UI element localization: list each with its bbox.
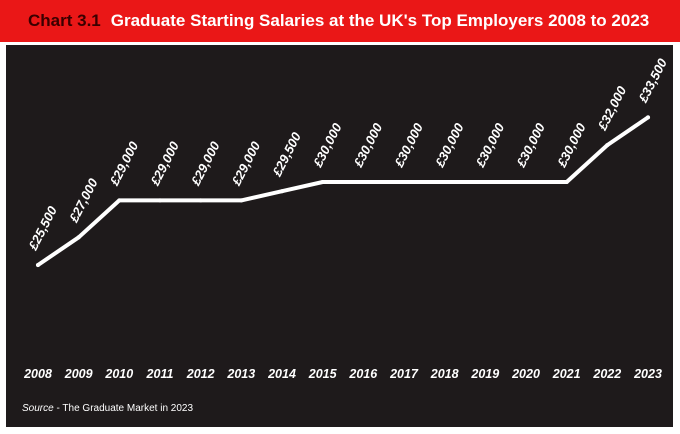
- salary-series-line: [36, 115, 650, 267]
- data-label-2023: £33,500: [635, 55, 671, 105]
- x-tick-label-2016: 2016: [348, 367, 378, 381]
- data-label-2008: £25,500: [25, 203, 61, 253]
- source-note: Source - The Graduate Market in 2023: [22, 403, 193, 414]
- data-point-2008: [36, 263, 40, 267]
- data-point-2016: [361, 180, 366, 184]
- chart-panel: £25,500 £27,000 £29,000 £29,000 £29,000 £29,0…: [6, 45, 673, 427]
- data-point-2019: [483, 180, 488, 184]
- x-tick-label-2013: 2013: [226, 367, 255, 381]
- x-tick-label-2019: 2019: [470, 367, 499, 381]
- data-point-2011: [158, 198, 162, 203]
- data-label-2020: £30,000: [513, 120, 549, 170]
- data-label-2022: £32,000: [594, 83, 630, 133]
- data-point-2009: [76, 235, 81, 240]
- data-label-2016: £30,000: [350, 120, 386, 170]
- x-tick-label-2021: 2021: [552, 367, 581, 381]
- x-tick-label-2008: 2008: [23, 367, 52, 381]
- x-tick-label-2014: 2014: [267, 367, 296, 381]
- source-label: Source: [22, 403, 54, 414]
- data-label-2011: £29,000: [147, 138, 183, 188]
- data-point-2014: [280, 189, 284, 194]
- data-point-2022: [605, 143, 610, 148]
- chart-number: Chart 3.1: [28, 11, 101, 30]
- data-label-2012: £29,000: [188, 138, 224, 188]
- data-point-2021: [564, 180, 569, 184]
- data-label-2021: £30,000: [554, 120, 590, 170]
- chart-header: Chart 3.1 Graduate Starting Salaries at …: [0, 0, 680, 42]
- source-text: The Graduate Market in 2023: [62, 403, 194, 414]
- data-label-2013: £29,000: [228, 138, 264, 188]
- source-separator: -: [53, 403, 63, 414]
- x-tick-label-2011: 2011: [146, 367, 174, 381]
- data-point-2013: [239, 198, 244, 203]
- x-tick-label-2017: 2017: [389, 367, 419, 381]
- x-tick-label-2022: 2022: [592, 367, 621, 381]
- x-tick-label-2015: 2015: [308, 367, 338, 381]
- x-tick-label-2020: 2020: [511, 367, 540, 381]
- x-tick-label-2009: 2009: [64, 367, 93, 381]
- data-label-2015: £30,000: [310, 120, 346, 170]
- salary-line-chart: £25,500£27,000£29,000 £29,000 £29,000 £29,0…: [23, 55, 671, 381]
- data-label-2010: £29,000: [106, 138, 142, 188]
- data-point-2015: [320, 180, 325, 184]
- data-label-2019: £30,000: [472, 120, 508, 170]
- chart-title: Graduate Starting Salaries at the UK's T…: [110, 11, 650, 30]
- x-tick-label-2010: 2010: [104, 367, 133, 381]
- data-point-2020: [524, 180, 528, 184]
- data-point-2012: [198, 198, 203, 203]
- data-label-2014: £29,500: [269, 129, 305, 179]
- data-label-2018: £30,000: [432, 120, 468, 170]
- data-label-2017: £30,000: [391, 120, 427, 170]
- data-label-2009: £27,000: [66, 175, 102, 225]
- x-tick-label-2012: 2012: [186, 367, 215, 381]
- data-point-2017: [402, 180, 406, 184]
- data-point-2023: [646, 115, 650, 120]
- x-tick-label-2023: 2023: [633, 367, 662, 381]
- data-point-2010: [117, 198, 122, 203]
- x-tick-label-2018: 2018: [430, 367, 459, 381]
- data-point-2018: [442, 180, 447, 184]
